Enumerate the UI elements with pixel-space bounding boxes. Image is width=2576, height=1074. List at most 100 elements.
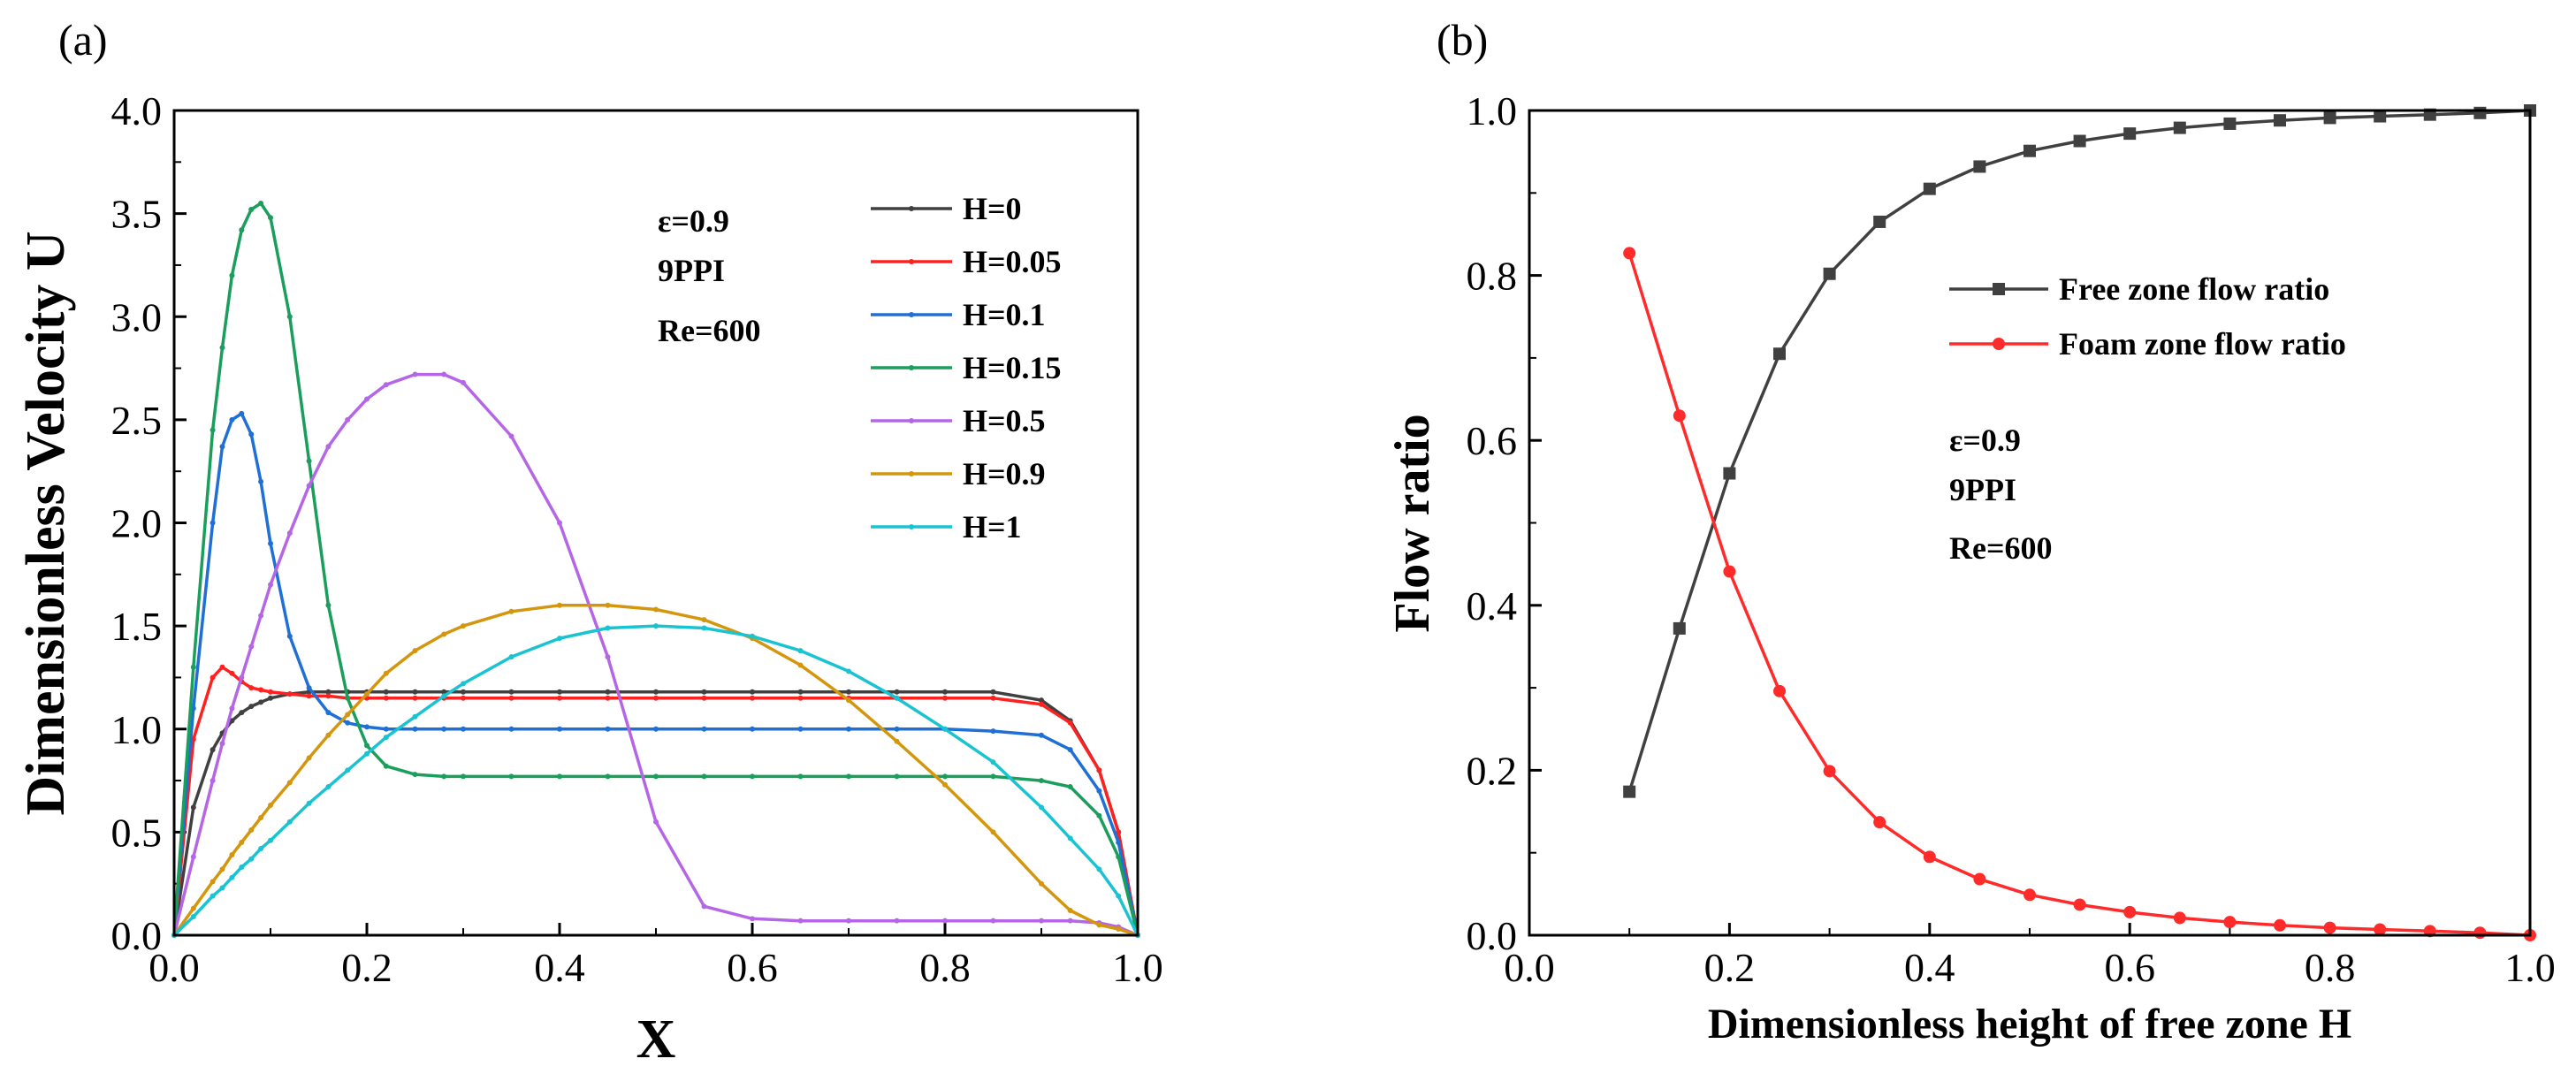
data-point-a-3-7	[258, 200, 264, 206]
panel-b-ticks: 0.0 0.2 0.4 0.6 0.8 1.0 0.0 0.2 0.4 0.6 0.8 1.0	[1467, 88, 2556, 990]
data-point-a-0-2	[210, 747, 216, 753]
data-point-a-2-28	[990, 728, 996, 735]
data-point-a-4-1	[190, 854, 196, 860]
data-point-a-0-21	[653, 689, 659, 695]
data-point-a-4-7	[258, 613, 264, 619]
data-point-a-5-4	[229, 852, 235, 858]
data-point-a-5-18	[508, 608, 514, 614]
data-point-a-5-20	[605, 602, 611, 608]
data-point-a-5-30	[1067, 908, 1073, 914]
data-point-a-6-13	[364, 750, 370, 757]
data-point-a-6-21	[653, 623, 659, 629]
data-point-a-5-3	[219, 866, 225, 872]
data-point-a-5-32	[1116, 926, 1122, 933]
data-point-a-2-21	[653, 726, 659, 732]
y-tick-label-b-5: 1.0	[1467, 88, 1518, 133]
data-point-a-5-11	[325, 732, 332, 738]
data-point-a-5-29	[1039, 880, 1044, 887]
data-point-a-2-16	[441, 726, 447, 732]
data-point-a-4-29	[1039, 918, 1044, 924]
data-point-a-6-1	[190, 914, 196, 920]
data-point-a-2-19	[557, 726, 562, 732]
data-point-a-3-22	[701, 773, 707, 780]
data-point-a-1-20	[605, 695, 611, 701]
y-tick-label-a-3: 1.5	[111, 604, 163, 649]
data-point-a-4-15	[412, 371, 418, 377]
y-tick-label-b-2: 0.4	[1467, 583, 1518, 628]
data-point-a-0-16	[441, 689, 447, 695]
legend-marker-a-6	[909, 524, 914, 529]
legend-marker-a-5	[909, 471, 914, 476]
data-point-a-6-10	[306, 800, 312, 806]
data-point-b-1-10	[2123, 905, 2137, 918]
data-point-a-3-16	[441, 773, 447, 780]
data-point-a-2-6	[248, 431, 255, 438]
y-tick-label-a-6: 3.0	[111, 294, 163, 339]
data-point-a-4-6	[248, 644, 255, 650]
data-point-a-2-25	[846, 726, 851, 732]
data-point-b-1-8	[2023, 888, 2036, 902]
data-point-a-2-23	[750, 726, 755, 732]
panel-b-param-porosity: ε=0.9	[1949, 423, 2021, 458]
data-point-a-6-32	[1116, 893, 1122, 899]
data-point-a-4-26	[894, 918, 900, 924]
data-point-b-0-12	[2223, 117, 2237, 130]
data-point-a-4-13	[364, 396, 370, 402]
data-point-a-3-31	[1096, 812, 1102, 819]
data-point-a-2-22	[701, 726, 707, 732]
data-point-b-0-1	[1673, 621, 1686, 635]
data-point-a-2-10	[306, 685, 312, 691]
data-point-a-3-20	[605, 773, 611, 780]
data-point-a-3-32	[1116, 854, 1122, 860]
data-point-a-1-15	[412, 695, 418, 701]
legend-label-b-0: Free zone flow ratio	[2059, 271, 2329, 307]
data-point-a-3-19	[557, 773, 562, 780]
data-point-b-0-3	[1773, 347, 1786, 361]
data-point-a-6-16	[441, 693, 447, 699]
data-point-b-1-3	[1773, 684, 1786, 697]
panel-b-plot-frame	[1528, 109, 2532, 937]
data-point-a-6-3	[219, 885, 225, 891]
data-point-b-1-6	[1923, 850, 1936, 864]
data-point-a-4-2	[210, 778, 216, 784]
data-point-a-6-28	[990, 759, 996, 766]
data-point-a-6-20	[605, 625, 611, 631]
data-point-a-6-17	[461, 681, 466, 687]
series-line-a-6	[172, 624, 1139, 937]
series-line-a-3	[172, 202, 1139, 937]
data-point-a-5-7	[258, 815, 264, 821]
data-point-a-1-21	[653, 695, 659, 701]
x-tick-label-b-4: 0.8	[2305, 945, 2356, 990]
data-point-a-0-8	[268, 695, 273, 701]
data-point-a-5-27	[942, 781, 948, 788]
data-point-a-3-18	[508, 773, 514, 780]
data-point-a-2-32	[1116, 840, 1122, 846]
data-point-a-3-21	[653, 773, 659, 780]
legend-marker-a-3	[909, 365, 914, 370]
data-point-a-1-28	[990, 695, 996, 701]
data-point-b-1-14	[2323, 921, 2336, 934]
data-point-a-0-24	[797, 689, 804, 695]
data-point-a-5-24	[797, 662, 804, 668]
data-point-a-1-31	[1096, 767, 1102, 773]
data-point-a-0-20	[605, 689, 611, 695]
y-tick-label-a-2: 1.0	[111, 707, 163, 752]
data-point-a-2-8	[268, 540, 273, 546]
data-point-a-0-6	[248, 704, 255, 710]
data-point-a-3-30	[1067, 784, 1073, 790]
y-tick-label-a-8: 4.0	[111, 88, 163, 133]
data-point-a-0-25	[846, 689, 851, 695]
legend-marker-a-0	[909, 206, 914, 211]
data-point-a-6-29	[1039, 804, 1044, 811]
data-point-a-3-10	[306, 458, 312, 464]
data-point-a-0-28	[990, 689, 996, 695]
data-point-b-1-5	[1873, 816, 1886, 829]
data-point-a-2-31	[1096, 788, 1102, 794]
panel-b: (b) 0.0 0.2 0.4 0.6 0.8 1.0 0.0 0.2 0.4 0.6 0.8 1.0…	[1385, 15, 2556, 1047]
data-point-b-0-5	[1873, 215, 1886, 228]
data-point-a-4-4	[229, 705, 235, 712]
data-point-a-4-8	[268, 582, 273, 588]
data-point-b-1-7	[1973, 872, 1986, 886]
data-point-a-1-23	[750, 695, 755, 701]
